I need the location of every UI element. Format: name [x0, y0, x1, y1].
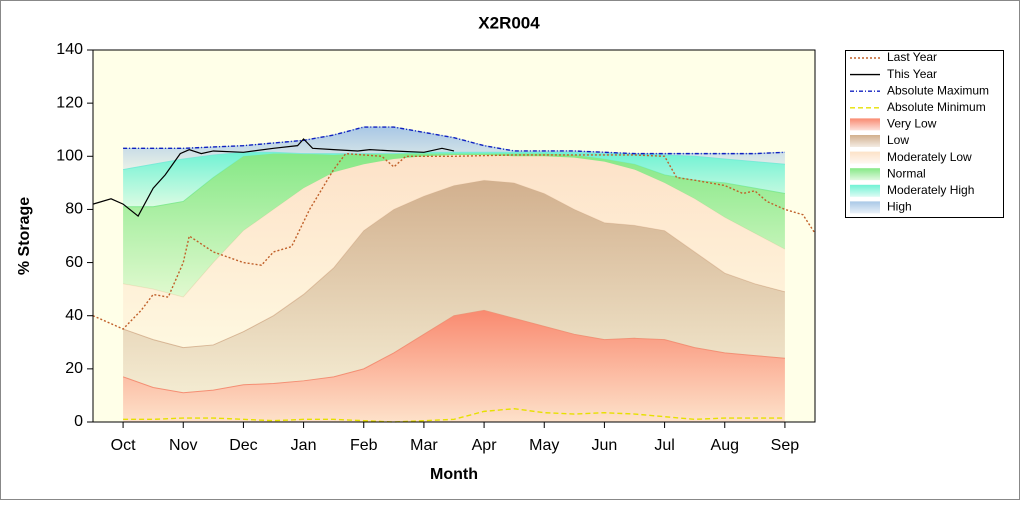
x-tick-label: Feb: [350, 437, 378, 454]
y-tick-label: 120: [56, 94, 83, 111]
series-line: [123, 126, 785, 155]
y-tick-label: 0: [74, 413, 83, 430]
legend-items: Last Year This Year Absolute Maximum Absolu…: [850, 50, 989, 214]
y-tick-label: 80: [65, 201, 83, 218]
legend-swatch: [850, 184, 880, 197]
legend-label: This Year: [887, 67, 937, 81]
band-area: [123, 180, 785, 393]
x-tick-label: May: [529, 437, 559, 454]
x-tick-label: Jun: [592, 437, 618, 454]
legend-swatch: [850, 118, 880, 131]
series-line: [123, 408, 785, 423]
legend-label: Low: [887, 133, 909, 147]
legend-label: Normal: [887, 166, 926, 180]
legend-label: Moderately Low: [887, 150, 972, 164]
x-tick-label: Mar: [410, 437, 438, 454]
y-axis-label: % Storage: [16, 197, 33, 275]
band-area: [123, 153, 785, 298]
band-area: [123, 127, 785, 170]
y-tick-label: 20: [65, 360, 83, 377]
legend-label: Very Low: [887, 117, 937, 131]
legend-label: High: [887, 200, 912, 214]
band-area: [123, 310, 785, 422]
y-tick-label: 60: [65, 254, 83, 271]
x-tick-label: Jan: [291, 437, 317, 454]
x-tick-label: Jul: [654, 437, 674, 454]
x-tick-label: Oct: [111, 437, 136, 454]
legend-label: Absolute Minimum: [887, 100, 986, 114]
chart-title: X2R004: [478, 13, 540, 32]
x-tick-label: Nov: [169, 437, 197, 454]
plot-border: [92, 49, 816, 423]
y-tick-label: 100: [56, 148, 83, 165]
legend-swatch: [850, 135, 880, 147]
band-area: [123, 154, 785, 348]
x-tick-label: Dec: [229, 437, 257, 454]
legend-swatch: [850, 151, 880, 164]
series-line: [92, 152, 816, 330]
x-tick-label: Sep: [771, 437, 800, 454]
legend-swatch: [850, 201, 880, 214]
legend-label: Moderately High: [887, 183, 974, 197]
y-tick-label: 40: [65, 307, 83, 324]
legend-label: Last Year: [887, 50, 937, 64]
x-tick-label: Apr: [472, 437, 498, 454]
legend-swatch: [850, 168, 880, 181]
x-axis-label: Month: [430, 466, 478, 483]
y-tick-label: 140: [56, 41, 83, 58]
x-tick-label: Aug: [711, 437, 739, 454]
legend-label: Absolute Maximum: [887, 83, 989, 97]
series-line: [92, 138, 455, 217]
plot: [92, 126, 816, 423]
